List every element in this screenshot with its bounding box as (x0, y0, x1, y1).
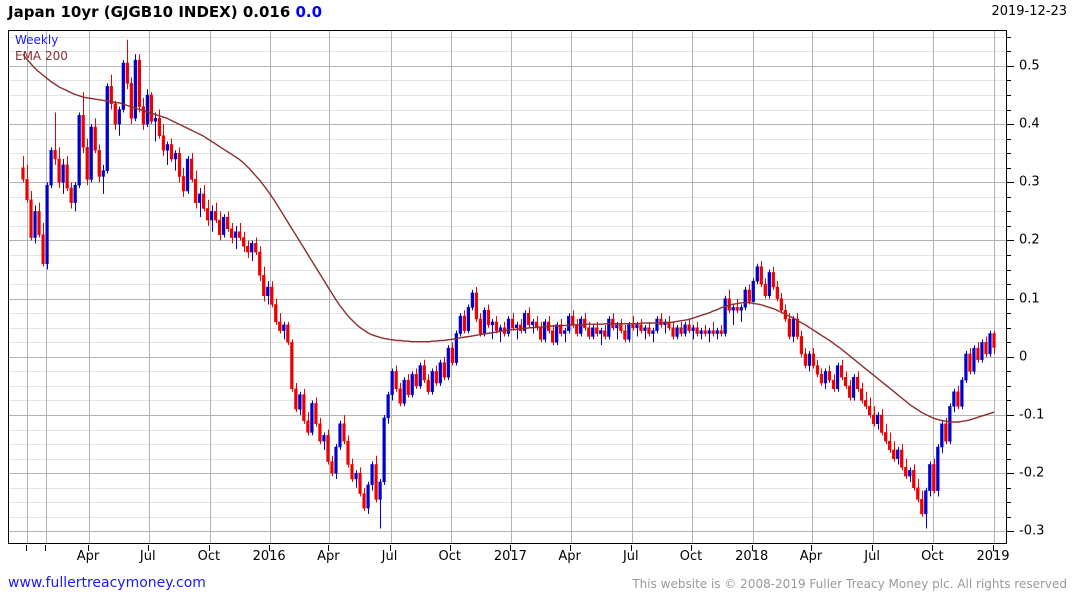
y-axis-tick-label: 0.4 (1019, 116, 1040, 132)
chart-header: Japan 10yr (GJGB10 INDEX) 0.016 0.0 2019… (0, 0, 1075, 28)
y-axis-tick-label: -0.3 (1019, 523, 1045, 539)
x-axis-tick-label: Oct (438, 549, 461, 564)
chart-gridlines (9, 31, 1006, 543)
x-axis-tick-label: Oct (197, 549, 221, 564)
x-axis-tick-label: Oct (679, 549, 703, 564)
x-axis-tick-label: Jul (139, 549, 156, 564)
x-axis-tick-label: Apr (799, 549, 823, 564)
x-axis-tick-label: 2018 (735, 549, 769, 564)
x-axis-tick-label: Apr (558, 549, 581, 564)
chart-plot-area: Weekly EMA 200 (8, 30, 1007, 544)
candlestick-series (21, 39, 996, 529)
x-axis-tick-label: Apr (76, 549, 100, 564)
last-price: 0.016 (242, 3, 291, 21)
page-title: Japan 10yr (GJGB10 INDEX) 0.016 0.0 (8, 3, 322, 21)
x-axis-tick-label: 2016 (252, 549, 286, 564)
y-axis-tick-label: -0.1 (1019, 407, 1045, 423)
x-axis-tick-label: Jul (381, 549, 398, 564)
site-link[interactable]: www.fullertreacymoney.com (8, 575, 206, 591)
price-change: 0.0 (295, 3, 323, 21)
chart-canvas (9, 31, 1006, 543)
legend-interval: Weekly (15, 33, 59, 47)
y-axis-tick-label: 0.1 (1019, 291, 1040, 307)
y-axis-tick-label: 0.2 (1019, 232, 1040, 248)
ema-200-line (22, 53, 995, 423)
x-axis-tick-label: Jul (864, 549, 880, 564)
y-axis-tick-label: 0.5 (1019, 58, 1040, 74)
instrument-name: Japan 10yr (GJGB10 INDEX) (8, 3, 238, 21)
x-axis-tick-label: Oct (921, 549, 944, 564)
legend-ema: EMA 200 (15, 49, 68, 63)
y-axis-tick-label: -0.2 (1019, 465, 1045, 481)
as-of-date: 2019-12-23 (991, 4, 1067, 19)
copyright-text: This website is © 2008-2019 Fuller Treac… (632, 577, 1067, 591)
x-axis-tick-label: 2019 (976, 549, 1010, 564)
x-axis-tick-label: Apr (317, 549, 340, 564)
y-axis-tick-label: 0 (1019, 349, 1028, 365)
x-axis-tick-label: 2017 (493, 549, 527, 564)
x-axis-tick-label: Jul (622, 549, 639, 564)
y-axis-tick-label: 0.3 (1019, 174, 1040, 190)
